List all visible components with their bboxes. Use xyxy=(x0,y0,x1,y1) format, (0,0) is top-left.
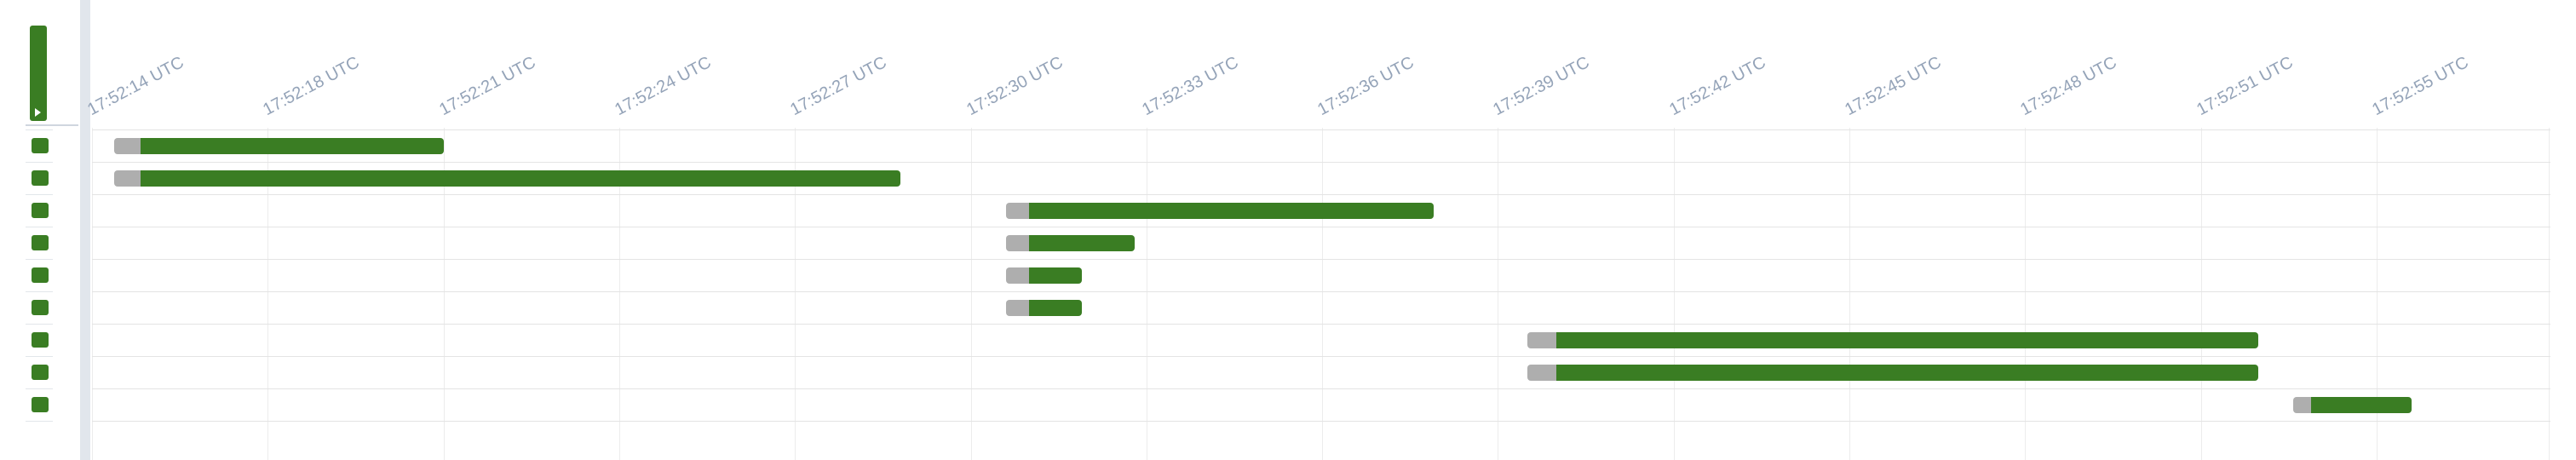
queued-segment xyxy=(1527,331,1557,348)
row-divider xyxy=(26,421,53,422)
time-tick-label: 17:52:55 UTC xyxy=(2369,53,2472,120)
task-instance-status-box[interactable] xyxy=(32,235,49,250)
gridline-vertical xyxy=(970,128,972,460)
gridline-vertical xyxy=(92,128,93,460)
task-instance-status-box[interactable] xyxy=(32,138,49,153)
row-divider xyxy=(26,129,53,130)
gridline-horizontal xyxy=(92,324,2550,325)
gridline-horizontal xyxy=(92,388,2550,389)
task-instance-status-box[interactable] xyxy=(32,332,49,348)
queued-segment xyxy=(1005,234,1030,251)
gantt-task-bar[interactable] xyxy=(113,170,900,187)
gridline-vertical xyxy=(1673,128,1675,460)
running-segment xyxy=(140,137,444,154)
row-divider xyxy=(26,259,53,260)
gridline-vertical xyxy=(443,128,445,460)
gantt-task-bar[interactable] xyxy=(1005,234,1136,251)
task-instance-status-box[interactable] xyxy=(32,267,49,283)
gridline-vertical xyxy=(2025,128,2027,460)
time-tick-label: 17:52:27 UTC xyxy=(787,53,890,120)
queued-segment xyxy=(1527,364,1557,381)
gantt-task-bar[interactable] xyxy=(1005,202,1434,219)
gridline-vertical xyxy=(1849,128,1850,460)
row-divider xyxy=(26,162,53,163)
gridline-horizontal xyxy=(92,129,2550,130)
gridline-vertical xyxy=(2376,128,2378,460)
time-tick-label: 17:52:39 UTC xyxy=(1490,53,1593,120)
queued-segment xyxy=(113,170,141,187)
running-segment xyxy=(2310,396,2412,413)
queued-segment xyxy=(113,137,141,154)
row-divider xyxy=(26,388,53,389)
task-instance-status-box[interactable] xyxy=(32,365,49,380)
time-tick-label: 17:52:21 UTC xyxy=(435,53,539,120)
gantt-task-bar[interactable] xyxy=(1527,331,2258,348)
time-tick-label: 17:52:36 UTC xyxy=(1314,53,1417,120)
gridline-horizontal xyxy=(92,259,2550,260)
gridline-vertical xyxy=(1322,128,1324,460)
panel-resize-handle[interactable] xyxy=(80,0,90,460)
time-tick-label: 17:52:42 UTC xyxy=(1665,53,1769,120)
queued-segment xyxy=(1005,202,1030,219)
gantt-task-bar[interactable] xyxy=(113,137,444,154)
running-segment xyxy=(1029,267,1083,284)
task-instance-status-box[interactable] xyxy=(32,203,49,218)
task-instance-status-box[interactable] xyxy=(32,397,49,412)
row-divider xyxy=(26,324,53,325)
gridline-vertical xyxy=(618,128,620,460)
time-tick-label: 17:52:51 UTC xyxy=(2193,53,2297,120)
task-status-column xyxy=(0,0,78,460)
gridline-vertical xyxy=(2549,128,2550,460)
gantt-task-bar[interactable] xyxy=(2292,396,2412,413)
gantt-task-bar[interactable] xyxy=(1005,299,1083,316)
gantt-chart: 17:52:14 UTC 17:52:18 UTC 17:52:21 UTC 17:5… xyxy=(84,0,2550,460)
task-instance-status-box[interactable] xyxy=(32,170,49,186)
gridline-horizontal xyxy=(92,291,2550,292)
gridline-vertical xyxy=(2200,128,2202,460)
queued-segment xyxy=(1005,267,1030,284)
summary-separator xyxy=(26,124,78,126)
play-icon xyxy=(35,108,41,117)
row-divider xyxy=(26,356,53,357)
dag-run-summary-bar[interactable] xyxy=(30,26,47,121)
queued-segment xyxy=(1005,299,1030,316)
running-segment xyxy=(1029,234,1136,251)
gridline-horizontal xyxy=(92,162,2550,163)
gridline-vertical xyxy=(267,128,269,460)
running-segment xyxy=(1556,331,2258,348)
time-tick-label: 17:52:24 UTC xyxy=(612,53,715,120)
queued-segment xyxy=(2292,396,2311,413)
time-tick-label: 17:52:14 UTC xyxy=(84,53,187,120)
gridline-horizontal xyxy=(92,421,2550,422)
gridline-horizontal xyxy=(92,356,2550,357)
running-segment xyxy=(1029,299,1083,316)
gridline-vertical xyxy=(795,128,796,460)
running-segment xyxy=(1556,364,2258,381)
row-divider xyxy=(26,194,53,195)
task-instance-status-box[interactable] xyxy=(32,300,49,315)
row-divider xyxy=(26,291,53,292)
gantt-task-bar[interactable] xyxy=(1005,267,1083,284)
time-tick-label: 17:52:33 UTC xyxy=(1138,53,1242,120)
gantt-task-bar[interactable] xyxy=(1527,364,2258,381)
time-tick-label: 17:52:45 UTC xyxy=(1842,53,1945,120)
gridline-horizontal xyxy=(92,194,2550,195)
running-segment xyxy=(140,170,900,187)
time-tick-label: 17:52:18 UTC xyxy=(260,53,363,120)
time-tick-label: 17:52:30 UTC xyxy=(963,53,1066,120)
running-segment xyxy=(1029,202,1434,219)
time-tick-label: 17:52:48 UTC xyxy=(2017,53,2120,120)
